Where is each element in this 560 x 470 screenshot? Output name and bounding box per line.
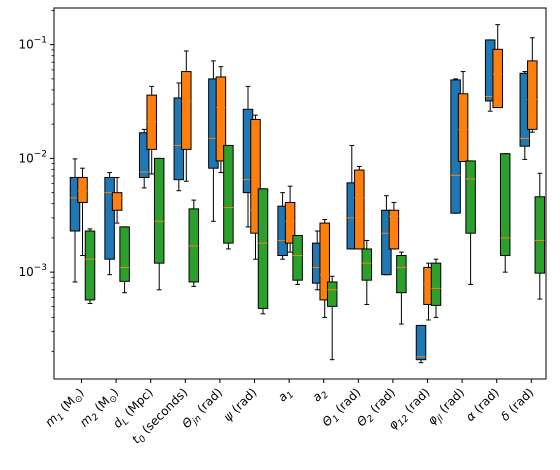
box-2-7 bbox=[284, 185, 296, 253]
box-3-1 bbox=[84, 228, 96, 305]
box-iqr bbox=[188, 208, 200, 283]
box-2-2 bbox=[111, 176, 123, 224]
box-iqr bbox=[138, 132, 150, 178]
box-3-4 bbox=[188, 199, 200, 287]
box-3-7 bbox=[292, 235, 303, 285]
box-2-1 bbox=[77, 167, 88, 257]
x-tick-label: φjl (rad) bbox=[425, 385, 470, 430]
box-1-11 bbox=[415, 324, 427, 364]
box-3-8 bbox=[326, 275, 338, 361]
box-iqr bbox=[326, 281, 338, 307]
box-2-13 bbox=[492, 24, 503, 109]
x-tick-label: δ (rad) bbox=[498, 385, 536, 423]
box-iqr bbox=[181, 71, 192, 150]
box-3-3 bbox=[153, 157, 165, 291]
box-iqr bbox=[153, 157, 165, 264]
box-iqr bbox=[111, 192, 123, 211]
box-2-3 bbox=[146, 85, 157, 175]
box-iqr bbox=[284, 201, 296, 244]
box-3-14 bbox=[534, 172, 546, 300]
box-2-12 bbox=[457, 71, 469, 162]
x-axis: m1 (M⊙)m2 (M⊙)dL (Mpc)t0 (seconds)Θjn (r… bbox=[42, 379, 536, 447]
box-2-14 bbox=[527, 37, 538, 133]
box-1-2 bbox=[104, 172, 115, 276]
y-tick-label: 10−3 bbox=[18, 263, 47, 279]
plot-content bbox=[69, 24, 546, 364]
box-2-10 bbox=[388, 201, 400, 250]
x-tick-label: a2 bbox=[310, 385, 331, 406]
box-1-3 bbox=[138, 128, 150, 189]
box-3-6 bbox=[257, 188, 269, 315]
box-3-11 bbox=[430, 258, 442, 318]
x-tick-label: a1 bbox=[275, 385, 296, 406]
box-iqr bbox=[415, 324, 427, 361]
box-3-2 bbox=[119, 226, 130, 294]
box-3-12 bbox=[465, 160, 476, 285]
box-iqr bbox=[499, 153, 511, 257]
box-3-10 bbox=[396, 251, 407, 325]
box-iqr bbox=[257, 188, 269, 309]
box-iqr bbox=[69, 176, 81, 232]
box-3-13 bbox=[499, 153, 511, 273]
box-iqr bbox=[457, 93, 469, 162]
box-iqr bbox=[527, 60, 538, 130]
box-2-5 bbox=[215, 66, 227, 174]
box-iqr bbox=[292, 235, 303, 281]
box-3-5 bbox=[223, 144, 234, 250]
box-iqr bbox=[354, 169, 365, 250]
box-iqr bbox=[119, 226, 130, 282]
box-iqr bbox=[215, 76, 227, 162]
box-iqr bbox=[223, 144, 234, 244]
box-1-1 bbox=[69, 158, 81, 283]
box-iqr bbox=[534, 196, 546, 274]
box-iqr bbox=[492, 48, 503, 109]
box-iqr bbox=[146, 94, 157, 150]
box-2-9 bbox=[354, 165, 365, 250]
plot-frame bbox=[53, 7, 547, 380]
box-iqr bbox=[361, 248, 373, 281]
box-iqr bbox=[388, 209, 400, 250]
box-2-8 bbox=[319, 219, 330, 318]
y-tick-label: 10−2 bbox=[18, 149, 47, 165]
box-iqr bbox=[396, 255, 407, 294]
box-iqr bbox=[84, 230, 96, 301]
box-iqr bbox=[104, 176, 115, 260]
box-2-4 bbox=[181, 50, 192, 182]
box-iqr bbox=[319, 222, 330, 301]
box-3-9 bbox=[361, 239, 373, 305]
y-tick-label: 10−1 bbox=[18, 36, 47, 52]
box-iqr bbox=[465, 160, 476, 234]
x-tick-label: α (rad) bbox=[463, 385, 502, 424]
y-axis: 10−3 10−2 10−1 bbox=[18, 10, 54, 353]
box-1-5 bbox=[208, 60, 219, 222]
box-iqr bbox=[430, 262, 442, 306]
x-tick-label: ψ (rad) bbox=[221, 385, 260, 424]
box-iqr bbox=[250, 118, 261, 234]
box-iqr bbox=[77, 176, 88, 203]
box-2-6 bbox=[250, 114, 261, 260]
